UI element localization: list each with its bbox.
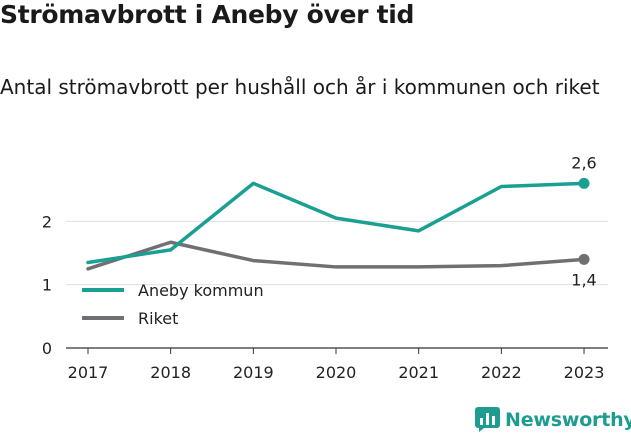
- x-tick-label: 2020: [316, 363, 357, 382]
- gridlines: [66, 220, 608, 286]
- axes: 0 1 2 2017 2018 2019 2020 2021 2022 2023: [42, 212, 608, 382]
- x-tick-label: 2021: [398, 363, 439, 382]
- brand-name: Newsworthy: [505, 408, 631, 431]
- series-line-riket: [86, 240, 586, 271]
- chart-title: Strömavbrott i Aneby över tid: [0, 0, 415, 29]
- y-tick-label: 2: [42, 212, 52, 231]
- series-line-aneby: [86, 181, 586, 265]
- legend-label: Aneby kommun: [138, 281, 264, 300]
- y-tick-label: 1: [42, 276, 52, 295]
- y-tick-label: 0: [42, 339, 52, 358]
- x-tick-label: 2018: [150, 363, 191, 382]
- series-end-point: [578, 177, 590, 189]
- data-label-aneby: 2,6: [571, 153, 596, 172]
- data-labels: 2,6 1,4: [571, 153, 596, 289]
- data-label-riket: 1,4: [571, 270, 596, 289]
- x-tick-label: 2023: [564, 363, 605, 382]
- legend-label: Riket: [138, 309, 178, 328]
- legend: Aneby kommun Riket: [82, 281, 264, 328]
- x-tick-label: 2019: [233, 363, 274, 382]
- newsworthy-logo-icon: [475, 407, 500, 432]
- x-tick-label: 2017: [68, 363, 109, 382]
- series-end-point: [578, 253, 590, 265]
- series-lines: [86, 177, 590, 271]
- x-tick-label: 2022: [481, 363, 522, 382]
- brand-logo: Newsworthy: [475, 407, 631, 432]
- chart-subtitle: Antal strömavbrott per hushåll och år i …: [0, 75, 600, 99]
- line-chart: 0 1 2 2017 2018 2019 2020 2021 2022 2023 2,6 1,4 A…: [42, 153, 608, 382]
